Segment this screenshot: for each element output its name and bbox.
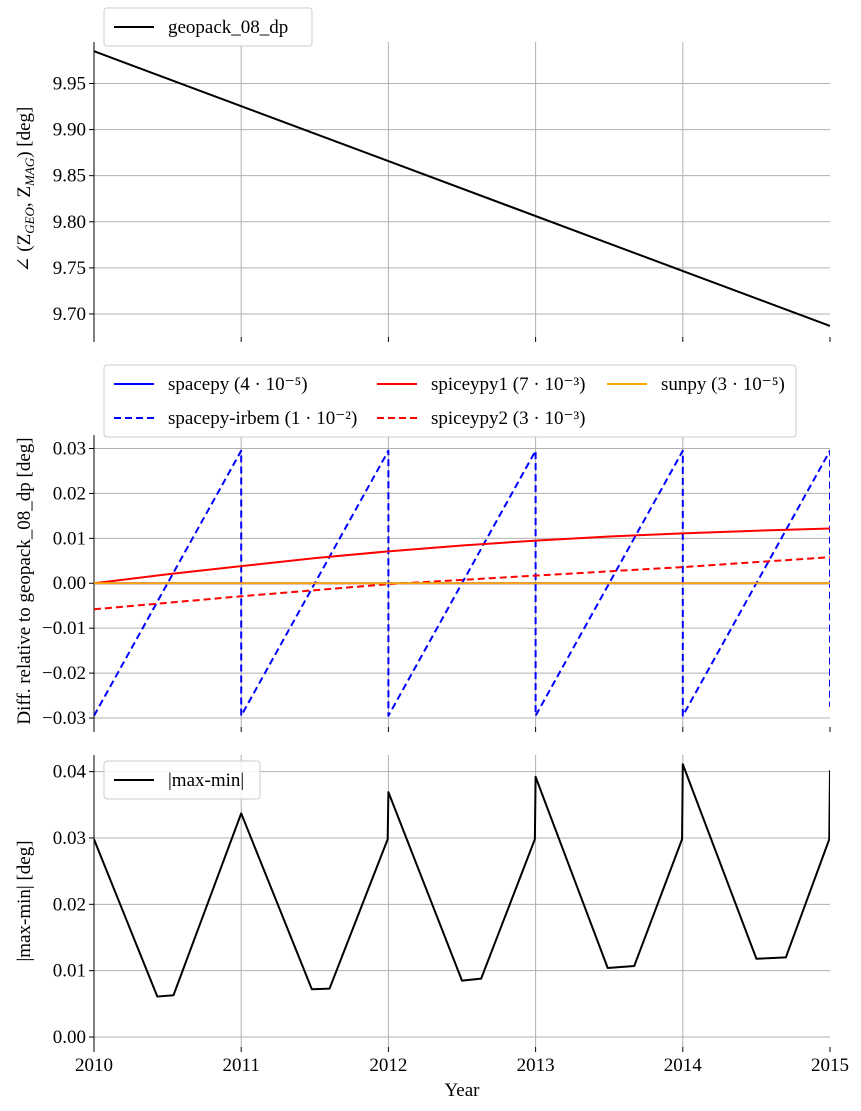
panel-3: 0.00 0.01 0.02 0.03 0.04 |max-min| [deg] 2010 2… [14, 755, 849, 1101]
series-line-spiceypy1 [94, 527, 830, 585]
ytick-label: 0.01 [53, 528, 86, 549]
ytick-label: 9.85 [53, 166, 86, 187]
legend-entry-spiceypy1-label: spiceypy1 (7 · 10⁻³) [431, 374, 586, 395]
legend-entry-spiceypy2-label: spiceypy2 (3 · 10⁻³) [431, 408, 586, 429]
xtick-label: 2013 [517, 1055, 555, 1076]
ytick-label: 9.70 [53, 304, 86, 325]
xtick-label: 2012 [369, 1055, 407, 1076]
legend-entry-sunpy-label: sunpy (3 · 10⁻⁵) [661, 374, 785, 395]
xtick-label: 2014 [664, 1055, 703, 1076]
ytick-label: −0.01 [42, 618, 86, 639]
y-axis-label: Diff. relative to geopack_08_dp [deg] [14, 437, 35, 724]
panel-2: −0.03 −0.02 −0.01 0.00 0.01 0.02 0.03 Diff. rel… [14, 435, 831, 732]
ytick-label: 0.02 [53, 483, 86, 504]
panel-1: 9.70 9.75 9.80 9.85 9.90 9.95 ∠ (ZGEO, ZMAG) [… [14, 42, 831, 342]
x-axis-label: Year [444, 1080, 480, 1101]
legend-entry-spacepy-irbem-label: spacepy-irbem (1 · 10⁻²) [168, 408, 357, 429]
legend-panel-3 [103, 760, 261, 800]
xtick-label: 2011 [223, 1055, 260, 1076]
xtick-label: 2010 [75, 1055, 113, 1076]
ytick-label: 9.75 [53, 258, 86, 279]
legend-panel-1 [103, 7, 313, 47]
ytick-label: 0.00 [53, 1027, 86, 1048]
ytick-label: −0.03 [42, 708, 86, 729]
ytick-label: 0.00 [53, 573, 86, 594]
ytick-label: 9.80 [53, 212, 86, 233]
ytick-label: 0.04 [53, 762, 87, 783]
y-axis-label: ∠ (ZGEO, ZMAG) [deg] [14, 107, 37, 273]
ytick-label: 9.95 [53, 73, 86, 94]
ytick-label: 0.03 [53, 828, 86, 849]
series-line-spacepy-irbem [94, 449, 830, 717]
series-line-spiceypy2 [94, 556, 830, 611]
ytick-label: 0.01 [53, 961, 86, 982]
ytick-label: 0.03 [53, 438, 86, 459]
legend-entry-geopack-label: geopack_08_dp [168, 17, 288, 38]
series-line--max-min- [94, 763, 830, 998]
legend-entry-max-min-label: |max-min| [168, 770, 244, 791]
series-line-geopack-08-dp [94, 50, 830, 327]
legend-entry-spacepy-label: spacepy (4 · 10⁻⁵) [168, 374, 308, 395]
xtick-label: 2015 [811, 1055, 849, 1076]
ytick-label: −0.02 [42, 663, 86, 684]
ytick-label: 0.02 [53, 894, 86, 915]
y-axis-label: |max-min| [deg] [14, 840, 35, 961]
ytick-label: 9.90 [53, 120, 86, 141]
